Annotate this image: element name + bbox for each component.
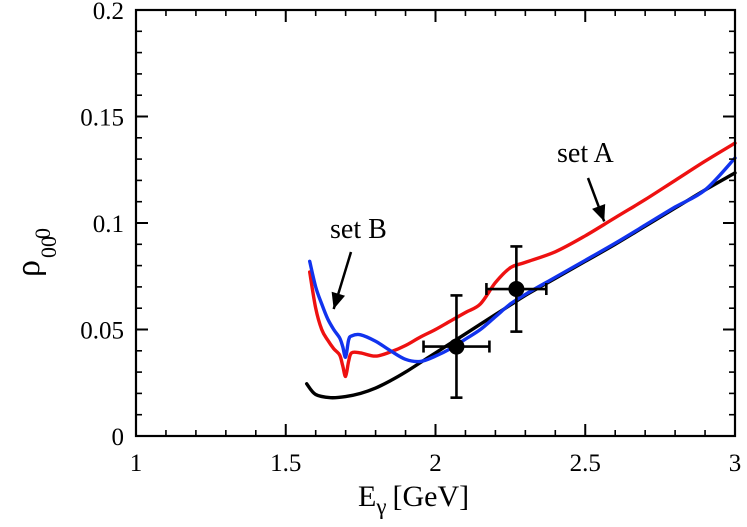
data-point-marker: [448, 338, 465, 355]
x-tick-label: 1.5: [270, 450, 301, 477]
data-point-marker: [508, 281, 525, 298]
x-axis-title-sub: γ: [375, 494, 386, 519]
plot-frame: [134, 8, 737, 438]
y-tick-label: 0.15: [80, 105, 124, 132]
y-axis-sub: 00: [36, 236, 61, 258]
data-point-2: [485, 245, 548, 333]
plot-area: [305, 141, 737, 400]
annotation-arrow-set-a: [586, 177, 606, 222]
annotation-set-b: set B: [330, 214, 387, 245]
y-tick-label: 0.1: [93, 211, 124, 238]
y-tick-label: 0.2: [93, 0, 124, 25]
x-axis-title-main: E: [358, 480, 376, 513]
data-point-1: [422, 294, 491, 399]
annotation-arrow-head: [331, 291, 346, 310]
x-axis-title-unit: [GeV]: [393, 480, 470, 513]
x-tick-label: 2: [429, 450, 442, 477]
axis-ticks: [135, 9, 736, 437]
annotation-arrow-head: [592, 203, 606, 222]
annotation-set-a: set A: [557, 138, 615, 169]
y-axis-main: ρ: [10, 260, 47, 277]
y-tick-label: 0.05: [80, 318, 124, 345]
tick-labels: 1 1.5 2 2.5 3 0 0.05 0.1 0.15 0.2: [80, 0, 741, 477]
annotation-arrow-set-b: [331, 251, 353, 310]
x-tick-label: 3: [729, 450, 742, 477]
x-tick-label: 1: [130, 450, 143, 477]
y-axis-sup: 0: [30, 228, 55, 239]
annotations: set A set B: [330, 138, 615, 310]
series-line-blue: [308, 156, 737, 364]
x-tick-label: 2.5: [570, 450, 601, 477]
x-axis-title: Eγ [GeV]: [358, 480, 469, 519]
series-line-red: [308, 141, 737, 379]
y-tick-label: 0: [112, 424, 125, 451]
